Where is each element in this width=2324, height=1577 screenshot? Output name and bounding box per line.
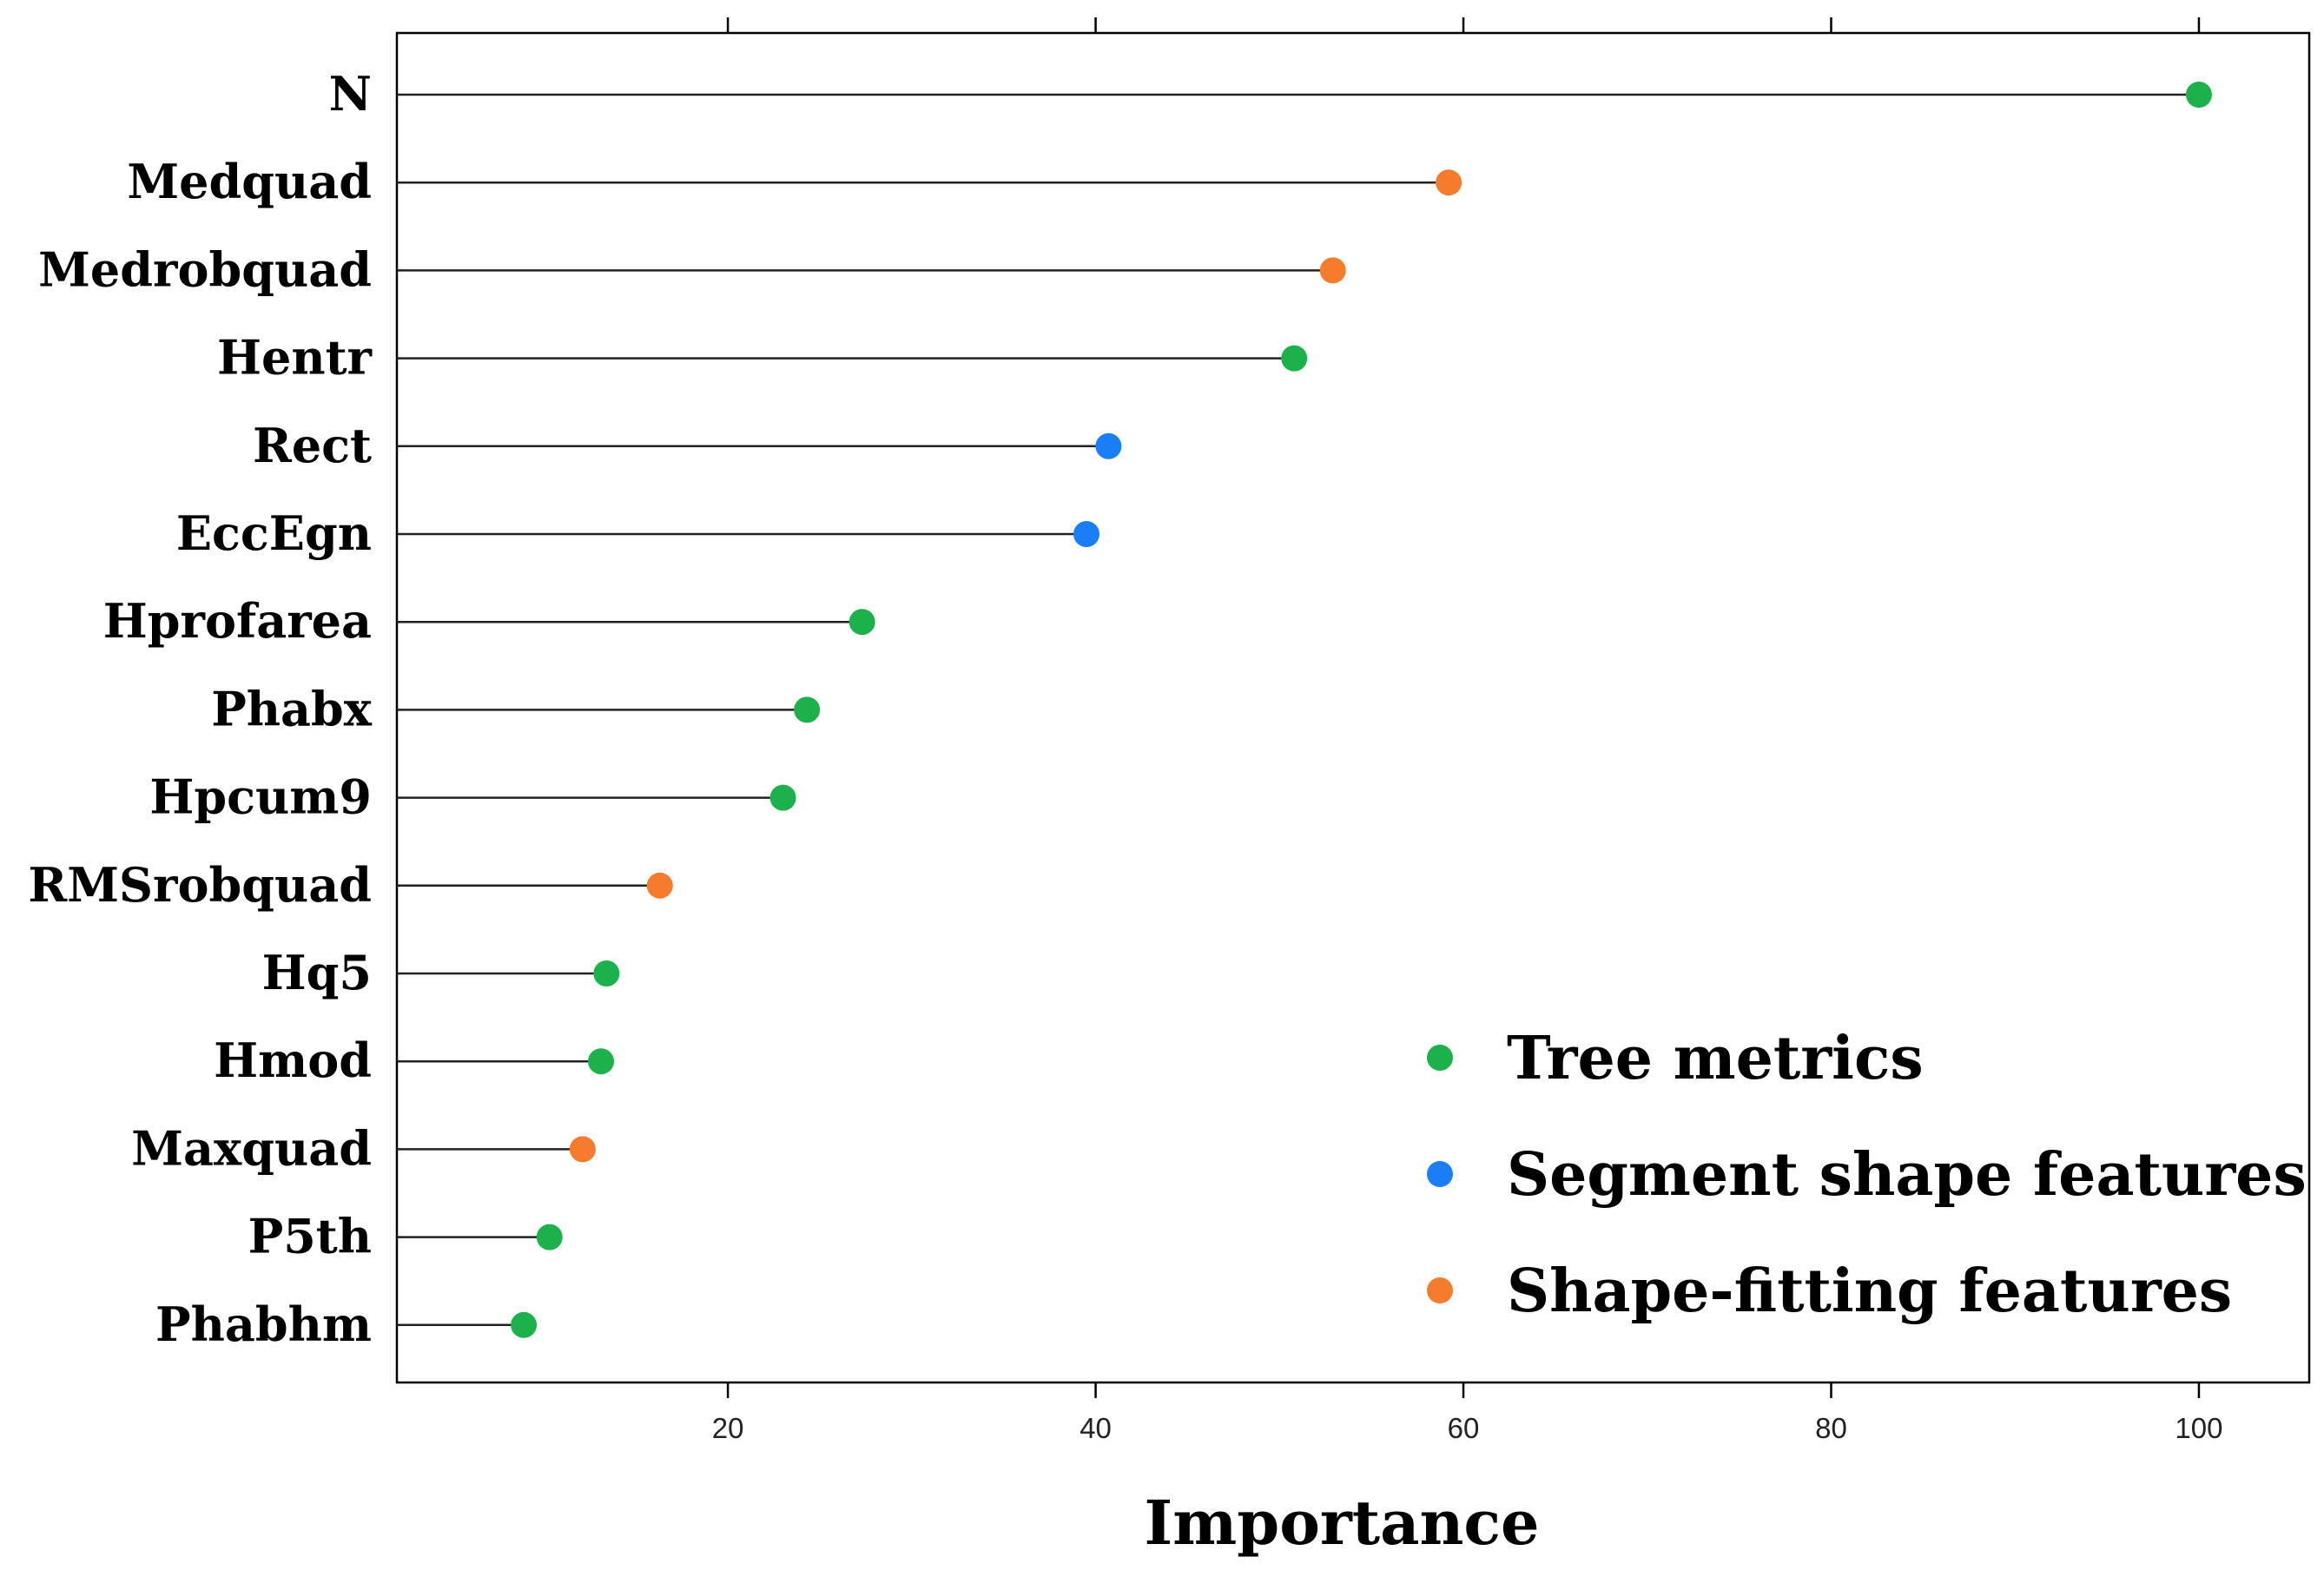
category-label: RMSrobquad bbox=[28, 857, 372, 913]
data-point bbox=[536, 1224, 563, 1250]
x-tick-label: 20 bbox=[712, 1412, 744, 1444]
data-point bbox=[1436, 169, 1462, 196]
category-label: Hq5 bbox=[262, 945, 372, 1000]
x-tick-label: 40 bbox=[1079, 1412, 1112, 1444]
data-point bbox=[511, 1311, 538, 1338]
data-point bbox=[769, 784, 796, 811]
category-label: Medrobquad bbox=[38, 241, 372, 297]
x-tick-label: 80 bbox=[1815, 1412, 1847, 1444]
data-point bbox=[1073, 521, 1099, 547]
legend-marker bbox=[1427, 1045, 1453, 1071]
legend-label: Segment shape features bbox=[1507, 1140, 2307, 1210]
data-point bbox=[569, 1136, 596, 1163]
data-point bbox=[1281, 345, 1308, 372]
data-point bbox=[1319, 257, 1346, 284]
category-label: EccEgn bbox=[176, 505, 372, 561]
data-point bbox=[2185, 82, 2212, 108]
plot-frame bbox=[395, 31, 2311, 1384]
category-label: Phabx bbox=[211, 681, 373, 736]
data-point bbox=[848, 609, 875, 636]
data-point bbox=[588, 1048, 615, 1075]
category-label: Hentr bbox=[217, 330, 373, 386]
category-label: P5th bbox=[248, 1209, 372, 1264]
axis-ticks: 20 40 60 80 100 bbox=[712, 17, 2222, 1444]
x-tick-label: 60 bbox=[1448, 1412, 1480, 1444]
legend-label: Tree metrics bbox=[1507, 1024, 1924, 1093]
category-label: Hpcum9 bbox=[149, 769, 372, 825]
legend-marker bbox=[1427, 1161, 1453, 1187]
x-axis-title: Importance bbox=[1144, 1487, 1539, 1559]
x-tick-label: 100 bbox=[2175, 1412, 2222, 1444]
data-points bbox=[511, 82, 2212, 1338]
data-point bbox=[593, 960, 620, 986]
category-label: Rect bbox=[253, 418, 372, 473]
category-label: Hmod bbox=[214, 1033, 372, 1088]
category-label: N bbox=[329, 66, 372, 122]
legend-label: Shape-fitting features bbox=[1507, 1257, 2232, 1326]
dot-stems bbox=[397, 93, 2199, 1327]
category-label: Hprofarea bbox=[103, 593, 372, 649]
legend-marker bbox=[1427, 1277, 1453, 1303]
data-point bbox=[1095, 432, 1122, 459]
data-point bbox=[646, 872, 673, 899]
category-label: Medquad bbox=[127, 154, 372, 209]
category-label: Maxquad bbox=[131, 1120, 372, 1176]
legend: Tree metrics Segment shape features Shape-… bbox=[1427, 1024, 2307, 1326]
category-labels: N Medquad Medrobquad Hentr Rect EccEgn Hprofar… bbox=[28, 66, 372, 1352]
data-point bbox=[794, 696, 821, 723]
category-label: Phabhm bbox=[155, 1297, 372, 1352]
